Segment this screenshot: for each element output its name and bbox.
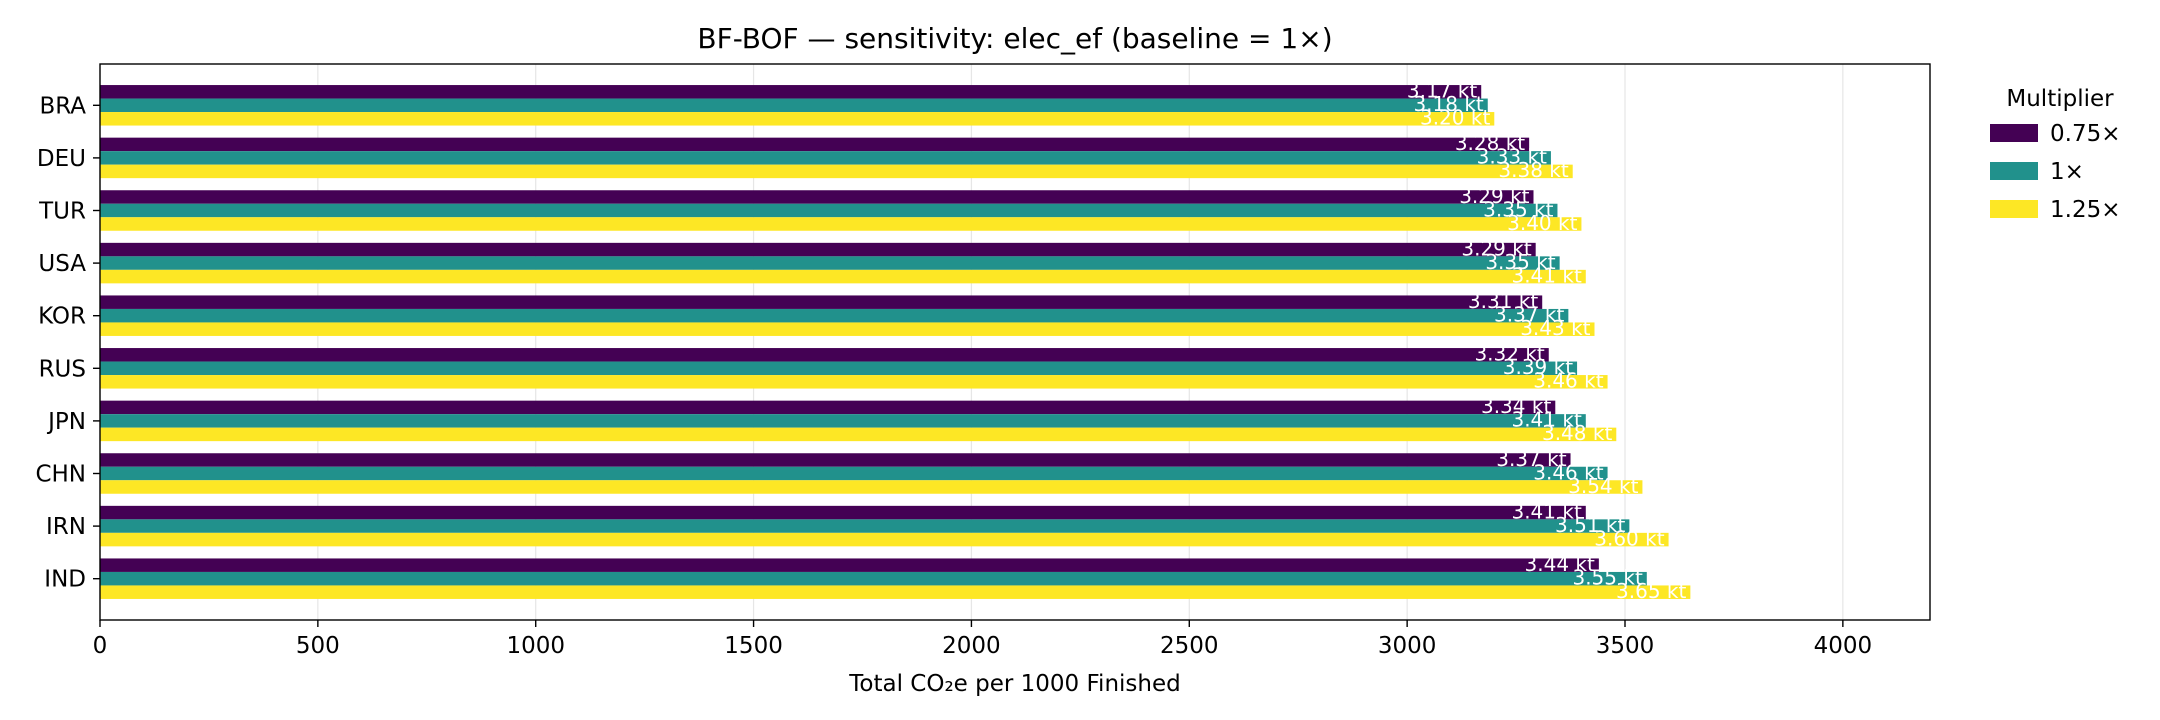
x-tick-label: 2500 [1160, 633, 1219, 659]
bar [100, 466, 1608, 481]
bar-label: 3.18 kt [1413, 92, 1483, 116]
bar [100, 112, 1495, 126]
bar [100, 400, 1556, 415]
bar [100, 453, 1571, 467]
bar-label: 3.43 kt [1520, 316, 1590, 340]
bar-label: 3.31 kt [1468, 289, 1538, 313]
bar [100, 217, 1582, 231]
bar-label: 3.29 kt [1461, 236, 1531, 260]
y-tick-label: JPN [46, 409, 86, 435]
legend-title: Multiplier [2006, 86, 2114, 112]
bar-label: 3.37 kt [1496, 447, 1566, 471]
x-tick-label: 4000 [1814, 633, 1873, 659]
legend-entry: 0.75× [2050, 121, 2120, 147]
y-tick-label: IND [44, 567, 86, 593]
bar [100, 137, 1530, 152]
bar [100, 242, 1536, 257]
bar-label: 3.55 kt [1572, 565, 1642, 589]
bar [100, 85, 1482, 99]
x-tick-label: 3000 [1378, 633, 1437, 659]
bar [100, 505, 1586, 520]
y-axis: BRA DEU TUR USA KOR RUS JPN CHN IRN IND [35, 93, 100, 593]
y-tick-label: BRA [39, 93, 86, 119]
y-tick-label: CHN [35, 462, 86, 488]
x-axis-label: Total CO₂e per 1000 Finished [848, 671, 1180, 697]
bar [100, 269, 1586, 284]
x-tick-label: 0 [93, 633, 108, 659]
bar [100, 532, 1669, 547]
bar-label: 3.60 kt [1594, 526, 1664, 550]
legend-swatch [1990, 124, 2038, 142]
bar-label: 3.41 kt [1511, 408, 1581, 432]
x-tick-label: 2000 [942, 633, 1001, 659]
bar [100, 585, 1691, 599]
bar-label: 3.65 kt [1616, 579, 1686, 603]
legend-swatch [1990, 200, 2038, 218]
bar [100, 571, 1647, 586]
bar [100, 558, 1599, 572]
bar-label: 3.40 kt [1507, 211, 1577, 235]
bar [100, 308, 1569, 323]
bar [100, 480, 1643, 494]
bar-label: 3.39 kt [1503, 355, 1573, 379]
bar [100, 375, 1608, 389]
y-tick-label: USA [38, 251, 86, 277]
bar [100, 151, 1551, 165]
x-tick-label: 500 [296, 633, 340, 659]
bar-label: 3.41 kt [1511, 499, 1581, 523]
bar-label: 3.37 kt [1494, 302, 1564, 326]
bar [100, 427, 1617, 442]
y-tick-label: IRN [46, 514, 86, 540]
bar-label: 3.46 kt [1533, 369, 1603, 393]
bar-label: 3.54 kt [1568, 474, 1638, 498]
bar [100, 190, 1534, 204]
legend-entry: 1.25× [2050, 197, 2120, 223]
legend: Multiplier 0.75× 1× 1.25× [1990, 86, 2120, 223]
bar-label: 3.38 kt [1498, 158, 1568, 182]
chart-title: BF-BOF — sensitivity: elec_ef (baseline … [697, 22, 1332, 55]
bar-label: 3.33 kt [1477, 145, 1547, 169]
bar-label: 3.32 kt [1474, 342, 1544, 366]
bar-label: 3.20 kt [1420, 106, 1490, 130]
bar-label: 3.35 kt [1483, 197, 1553, 221]
y-tick-label: TUR [38, 199, 86, 225]
bar-label: 3.41 kt [1511, 263, 1581, 287]
bar [100, 519, 1630, 533]
bar [100, 164, 1573, 179]
bar-label: 3.29 kt [1459, 184, 1529, 208]
x-tick-label: 1500 [724, 633, 783, 659]
plot-frame [99, 63, 1931, 621]
x-axis: 0 500 1000 1500 2000 2500 3000 3500 4000 [93, 620, 1872, 659]
legend-swatch [1990, 162, 2038, 180]
bar [100, 98, 1488, 113]
bar-labels-layer: 3.17 kt3.18 kt3.20 kt3.28 kt3.33 kt3.38 … [1407, 79, 1687, 603]
bar [100, 295, 1543, 309]
x-tick-label: 3500 [1596, 633, 1655, 659]
bar-label: 3.44 kt [1525, 552, 1595, 576]
bar [100, 322, 1595, 336]
bar-label: 3.35 kt [1485, 250, 1555, 274]
y-tick-label: RUS [39, 356, 86, 382]
bar-label: 3.17 kt [1407, 79, 1477, 103]
bar [100, 256, 1560, 270]
bar [100, 361, 1578, 376]
bar-label: 3.46 kt [1533, 460, 1603, 484]
y-tick-label: DEU [37, 146, 86, 172]
bar-label: 3.34 kt [1481, 394, 1551, 418]
bar-label: 3.28 kt [1455, 131, 1525, 155]
legend-entry: 1× [2050, 159, 2084, 185]
bar [100, 348, 1549, 362]
bar-label: 3.48 kt [1542, 421, 1612, 445]
bar [100, 414, 1586, 428]
bar [100, 203, 1558, 218]
bar-label: 3.51 kt [1555, 513, 1625, 537]
x-tick-label: 1000 [506, 633, 565, 659]
y-tick-label: KOR [38, 304, 86, 330]
bars-layer [100, 85, 1691, 599]
